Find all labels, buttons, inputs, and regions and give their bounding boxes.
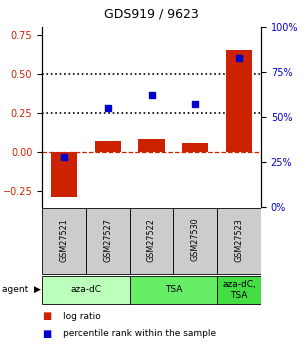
Text: GDS919 / 9623: GDS919 / 9623: [104, 7, 199, 20]
Bar: [130, 276, 217, 304]
Text: ■: ■: [42, 328, 51, 338]
Text: GSM27522: GSM27522: [147, 218, 156, 262]
Text: aza-dC: aza-dC: [70, 286, 101, 295]
Text: GSM27521: GSM27521: [59, 218, 68, 262]
Bar: [42, 276, 130, 304]
Text: TSA: TSA: [165, 286, 182, 295]
Bar: [182, 143, 208, 152]
Text: ■: ■: [42, 312, 51, 322]
Text: aza-dC,
TSA: aza-dC, TSA: [222, 280, 256, 300]
Text: log ratio: log ratio: [63, 312, 101, 321]
Text: GSM27530: GSM27530: [191, 218, 200, 262]
Text: percentile rank within the sample: percentile rank within the sample: [63, 329, 216, 338]
Bar: [42, 208, 86, 274]
Bar: [86, 208, 130, 274]
Bar: [130, 208, 173, 274]
Bar: [51, 152, 77, 197]
Bar: [217, 276, 261, 304]
Bar: [173, 208, 217, 274]
Text: GSM27527: GSM27527: [103, 218, 112, 262]
Bar: [217, 208, 261, 274]
Bar: [226, 50, 252, 152]
Bar: [138, 139, 165, 152]
Text: GSM27523: GSM27523: [235, 218, 244, 262]
Bar: [95, 141, 121, 152]
Text: agent  ▶: agent ▶: [2, 286, 41, 295]
